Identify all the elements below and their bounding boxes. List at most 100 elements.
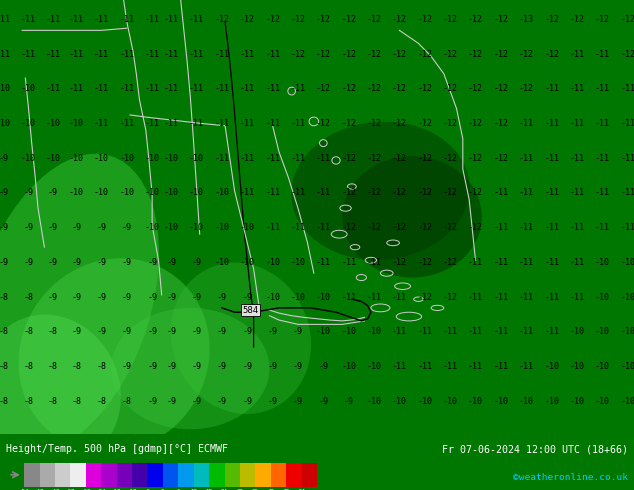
Bar <box>70 463 86 487</box>
Text: -12: -12 <box>127 489 137 490</box>
Text: -11: -11 <box>493 258 508 267</box>
Text: -10: -10 <box>21 154 36 163</box>
Text: -12: -12 <box>392 258 407 267</box>
Text: -12: -12 <box>493 49 508 59</box>
Text: -11: -11 <box>620 223 634 232</box>
Text: -11: -11 <box>468 362 483 371</box>
Text: -9: -9 <box>96 327 107 336</box>
Bar <box>286 463 302 487</box>
Text: -12: -12 <box>316 119 331 128</box>
Text: -12: -12 <box>417 258 432 267</box>
Text: -10: -10 <box>145 189 160 197</box>
Text: -9: -9 <box>122 362 132 371</box>
Text: -11: -11 <box>21 15 36 24</box>
Text: -11: -11 <box>45 15 60 24</box>
Text: -12: -12 <box>493 119 508 128</box>
Text: -11: -11 <box>493 293 508 301</box>
Text: -11: -11 <box>119 119 134 128</box>
Text: -11: -11 <box>417 327 432 336</box>
Text: -12: -12 <box>443 223 458 232</box>
Text: -11: -11 <box>544 223 559 232</box>
Bar <box>86 463 101 487</box>
Text: -11: -11 <box>493 189 508 197</box>
Ellipse shape <box>291 122 470 260</box>
Text: -10: -10 <box>341 327 356 336</box>
Text: -12: -12 <box>417 84 432 94</box>
Text: -10: -10 <box>544 362 559 371</box>
Text: -9: -9 <box>166 362 176 371</box>
Text: -12: -12 <box>366 223 382 232</box>
Text: 18: 18 <box>205 489 212 490</box>
Text: -11: -11 <box>45 84 60 94</box>
Text: -11: -11 <box>265 84 280 94</box>
Text: -9: -9 <box>0 154 8 163</box>
Text: -12: -12 <box>443 189 458 197</box>
Text: -11: -11 <box>341 293 356 301</box>
Text: -12: -12 <box>595 15 610 24</box>
Text: -11: -11 <box>0 15 11 24</box>
Text: -10: -10 <box>595 258 610 267</box>
Text: -9: -9 <box>191 293 202 301</box>
Text: -11: -11 <box>119 49 134 59</box>
Ellipse shape <box>0 315 121 466</box>
Text: -12: -12 <box>468 154 483 163</box>
Text: -11: -11 <box>68 15 84 24</box>
Text: -9: -9 <box>0 223 8 232</box>
Text: -10: -10 <box>620 327 634 336</box>
Text: -10: -10 <box>68 189 84 197</box>
Text: -42: -42 <box>49 489 60 490</box>
Text: -11: -11 <box>493 223 508 232</box>
Text: -11: -11 <box>316 154 331 163</box>
Text: -11: -11 <box>189 84 204 94</box>
Text: -9: -9 <box>344 396 354 406</box>
Bar <box>193 463 209 487</box>
Text: -10: -10 <box>240 258 255 267</box>
Bar <box>224 463 240 487</box>
Text: -10: -10 <box>493 396 508 406</box>
Text: -11: -11 <box>164 49 179 59</box>
Text: -11: -11 <box>595 154 610 163</box>
Text: -11: -11 <box>569 119 585 128</box>
Text: -9: -9 <box>268 327 278 336</box>
Text: -13: -13 <box>519 15 534 24</box>
Text: -10: -10 <box>68 119 84 128</box>
Text: -10: -10 <box>0 119 11 128</box>
Text: -11: -11 <box>519 327 534 336</box>
Text: -12: -12 <box>417 15 432 24</box>
Text: -11: -11 <box>164 15 179 24</box>
Text: -11: -11 <box>519 223 534 232</box>
Text: -8: -8 <box>0 293 8 301</box>
Text: -11: -11 <box>392 362 407 371</box>
Text: -11: -11 <box>94 49 109 59</box>
Text: -11: -11 <box>569 293 585 301</box>
Text: -10: -10 <box>290 258 306 267</box>
Text: -11: -11 <box>316 223 331 232</box>
Text: -48: -48 <box>34 489 45 490</box>
Text: 12: 12 <box>190 489 197 490</box>
Text: -12: -12 <box>417 223 432 232</box>
Text: -8: -8 <box>48 327 58 336</box>
Text: -10: -10 <box>119 154 134 163</box>
Text: -8: -8 <box>48 362 58 371</box>
Text: -11: -11 <box>443 362 458 371</box>
Text: -9: -9 <box>147 258 157 267</box>
Text: -12: -12 <box>392 189 407 197</box>
Text: -10: -10 <box>595 362 610 371</box>
Text: -9: -9 <box>71 258 81 267</box>
Text: -11: -11 <box>265 189 280 197</box>
Text: -9: -9 <box>147 396 157 406</box>
Ellipse shape <box>342 156 482 277</box>
Text: 6: 6 <box>176 489 180 490</box>
Text: -11: -11 <box>569 84 585 94</box>
Text: -9: -9 <box>96 258 107 267</box>
Text: -12: -12 <box>392 49 407 59</box>
Text: -11: -11 <box>366 258 382 267</box>
Text: -11: -11 <box>145 49 160 59</box>
Text: -9: -9 <box>217 293 227 301</box>
Text: -24: -24 <box>96 489 107 490</box>
Bar <box>55 463 70 487</box>
Text: -9: -9 <box>242 362 252 371</box>
Text: -12: -12 <box>493 15 508 24</box>
Text: -11: -11 <box>519 293 534 301</box>
Text: -11: -11 <box>519 119 534 128</box>
